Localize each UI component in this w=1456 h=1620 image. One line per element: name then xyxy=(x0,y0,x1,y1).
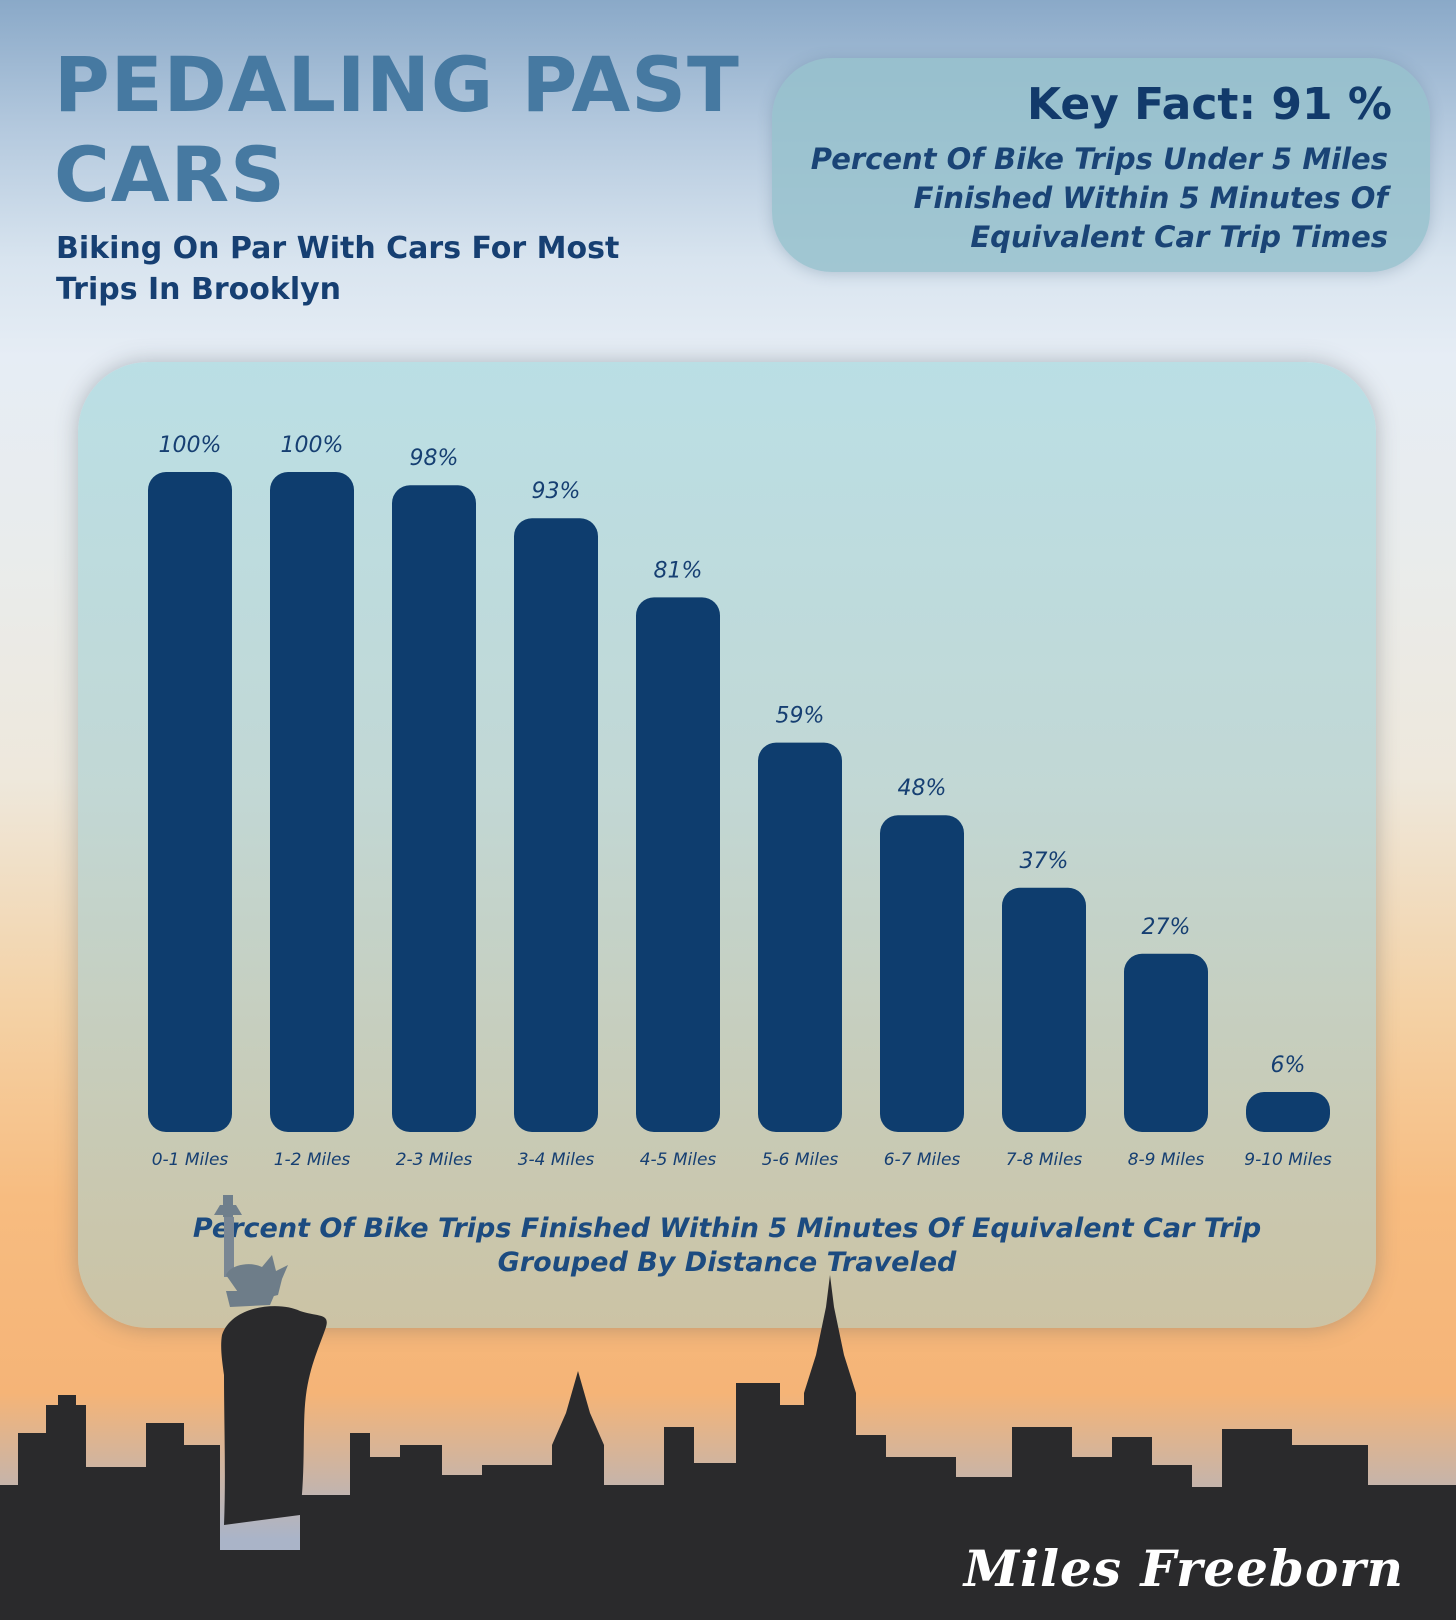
category-label-5: 5-6 Miles xyxy=(762,1150,839,1170)
value-label-3: 93% xyxy=(532,479,581,504)
subtitle-line-1: Biking On Par With Cars For Most xyxy=(56,231,620,266)
bar-1 xyxy=(270,472,354,1132)
chart-caption-line-1: Percent Of Bike Trips Finished Within 5 … xyxy=(192,1213,1262,1244)
category-label-6: 6-7 Miles xyxy=(884,1150,961,1170)
bar-4 xyxy=(636,597,720,1132)
value-label-5: 59% xyxy=(776,704,825,729)
value-label-7: 37% xyxy=(1020,849,1069,874)
bar-9 xyxy=(1246,1092,1330,1132)
category-label-4: 4-5 Miles xyxy=(640,1150,717,1170)
bar-5 xyxy=(758,742,842,1132)
category-label-1: 1-2 Miles xyxy=(274,1150,351,1170)
value-label-2: 98% xyxy=(410,446,459,471)
key-fact-box: Key Fact: 91 % Percent Of Bike Trips Und… xyxy=(772,58,1430,272)
category-label-3: 3-4 Miles xyxy=(518,1150,595,1170)
category-label-2: 2-3 Miles xyxy=(396,1150,473,1170)
value-label-0: 100% xyxy=(159,433,222,458)
bar-3 xyxy=(514,518,598,1132)
value-label-4: 81% xyxy=(654,558,703,583)
value-label-1: 100% xyxy=(281,433,344,458)
title-line-1: PEDALING PAST xyxy=(54,40,740,129)
key-fact-heading: Key Fact: 91 % xyxy=(1027,79,1392,130)
category-label-7: 7-8 Miles xyxy=(1006,1150,1083,1170)
statue-of-liberty-icon xyxy=(214,1195,327,1525)
category-label-8: 8-9 Miles xyxy=(1128,1150,1205,1170)
key-fact-line-1: Percent Of Bike Trips Under 5 Miles xyxy=(810,142,1388,176)
bar-2 xyxy=(392,485,476,1132)
key-fact-line-3: Equivalent Car Trip Times xyxy=(970,220,1388,254)
title-line-2: CARS xyxy=(54,130,286,219)
chart-caption: Percent Of Bike Trips Finished Within 5 … xyxy=(78,1212,1376,1280)
value-label-6: 48% xyxy=(898,776,947,801)
value-label-9: 6% xyxy=(1271,1053,1306,1078)
subtitle-line-2: Trips In Brooklyn xyxy=(56,272,342,307)
category-label-9: 9-10 Miles xyxy=(1244,1150,1332,1170)
bar-6 xyxy=(880,815,964,1132)
chart-caption-line-2: Grouped By Distance Traveled xyxy=(497,1247,957,1278)
bar-0 xyxy=(148,472,232,1132)
page-subtitle: Biking On Par With Cars For Most Trips I… xyxy=(56,228,706,310)
page-title: PEDALING PAST CARS xyxy=(54,40,754,220)
bar-7 xyxy=(1002,887,1086,1132)
signature: Miles Freeborn xyxy=(963,1539,1404,1598)
city-skyline-silhouette xyxy=(0,1195,1456,1620)
value-label-8: 27% xyxy=(1142,915,1191,940)
key-fact-line-2: Finished Within 5 Minutes Of xyxy=(913,181,1388,215)
bar-8 xyxy=(1124,953,1208,1132)
bar-chart: 100% 0-1 Miles 100% 1-2 Miles 98% 2-3 Miles 93… xyxy=(148,433,1332,1170)
category-label-0: 0-1 Miles xyxy=(152,1150,229,1170)
